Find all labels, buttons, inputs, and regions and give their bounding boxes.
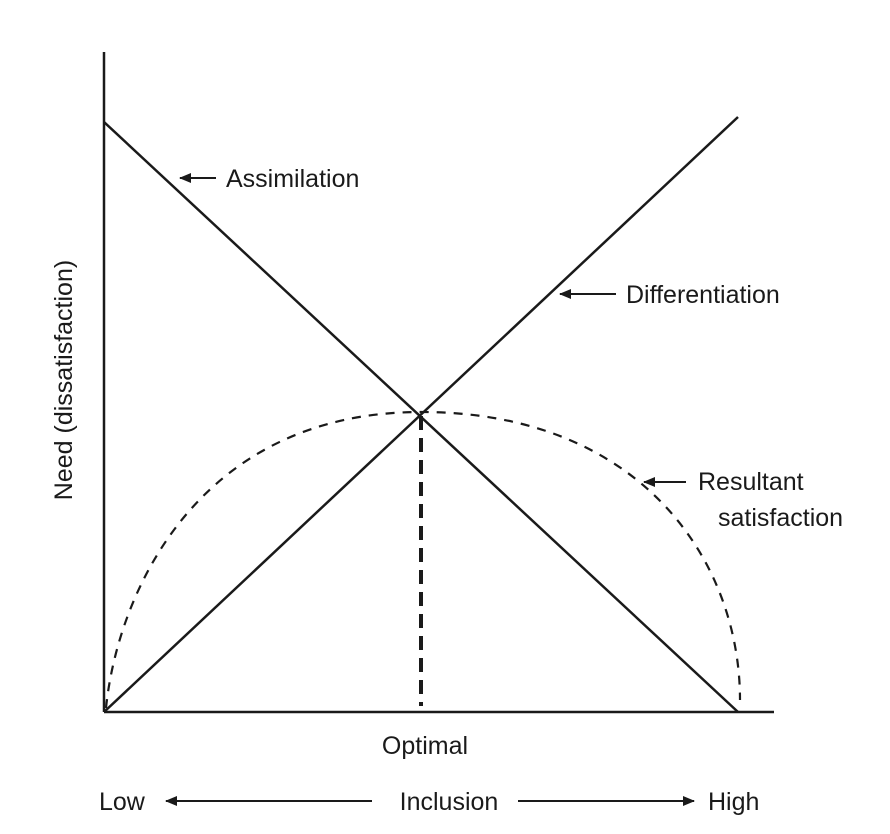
resultant-label-line1: Resultant — [698, 468, 804, 496]
assimilation-label: Assimilation — [226, 165, 359, 193]
differentiation-label: Differentiation — [626, 281, 780, 309]
differentiation-line — [103, 116, 739, 713]
inclusion-label: Inclusion — [400, 788, 499, 816]
resultant-satisfaction-curve — [104, 410, 742, 709]
low-label: Low — [99, 788, 146, 816]
resultant-label-line2: satisfaction — [718, 504, 843, 532]
high-label: High — [708, 788, 759, 816]
optimal-label: Optimal — [382, 732, 468, 760]
y-axis-label: Need (dissatisfaction) — [50, 260, 78, 500]
